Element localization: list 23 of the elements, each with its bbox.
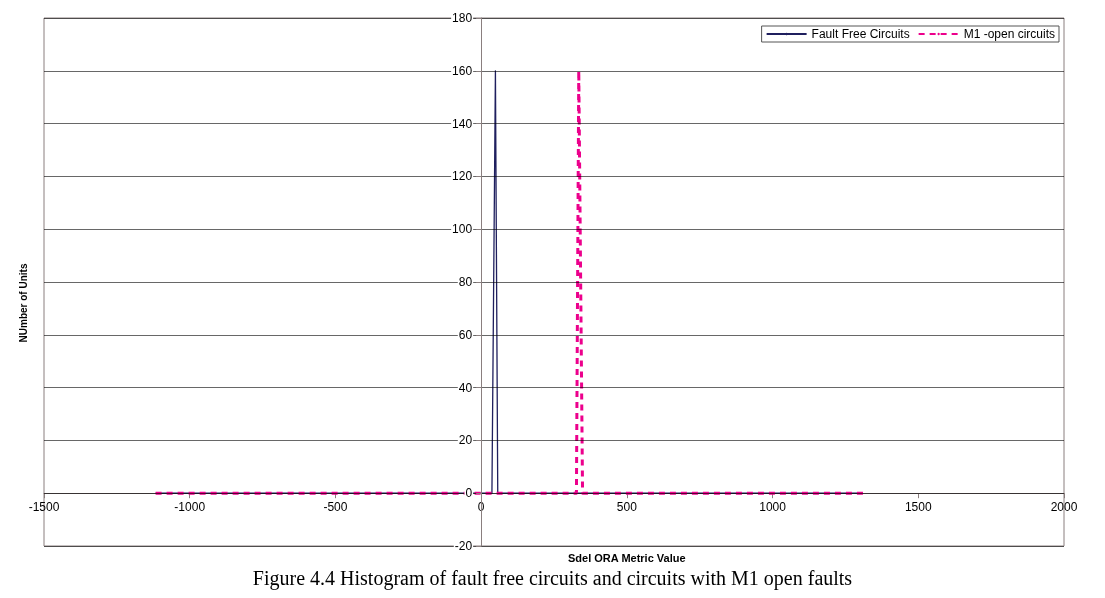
- y-tick-label: 100: [452, 222, 473, 237]
- caption: Figure 4.4 Histogram of fault free circuits and circuits with M1 open faults: [252, 567, 853, 590]
- y-axis-title: NUmber of Units: [17, 263, 29, 343]
- y-tick-label: 40: [458, 380, 473, 395]
- y-tick-label: 120: [452, 169, 473, 184]
- x-axis-title: Sdel ORA Metric Value: [568, 551, 686, 564]
- legend-label: M1 -open circuits: [963, 27, 1056, 41]
- x-tick-label: -1500: [28, 500, 60, 515]
- x-tick-label: 500: [616, 500, 638, 515]
- legend-label: Fault Free Circuits: [811, 27, 910, 41]
- x-tick-label: 2000: [1050, 500, 1078, 515]
- y-tick-label: 20: [458, 433, 473, 448]
- y-tick-label: -20: [454, 539, 473, 553]
- y-tick-label: 140: [452, 116, 473, 131]
- y-tick-label: 80: [458, 275, 473, 289]
- y-tick-label: 160: [452, 63, 473, 78]
- x-tick-label: 1000: [759, 500, 787, 515]
- x-tick-label: -500: [323, 500, 348, 515]
- y-tick-label: 0: [465, 486, 473, 501]
- y-tick-label: 60: [458, 327, 473, 342]
- x-tick-label: 1500: [904, 500, 932, 515]
- y-tick-label: 180: [452, 11, 473, 25]
- x-tick-label: -1000: [174, 500, 206, 515]
